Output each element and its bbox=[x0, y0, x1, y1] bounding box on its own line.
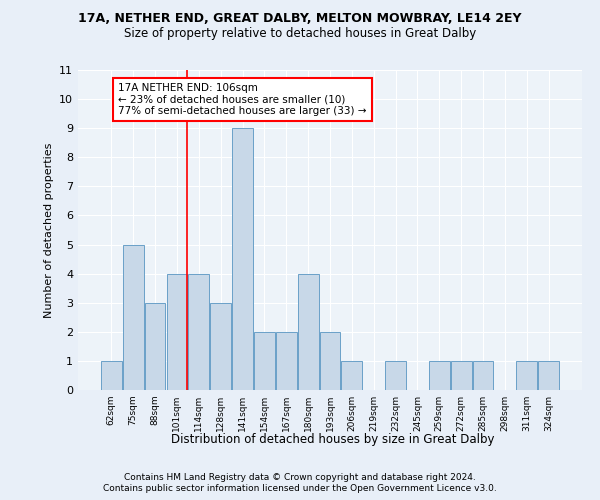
Bar bbox=[145, 302, 166, 390]
Bar bbox=[517, 361, 537, 390]
Text: Size of property relative to detached houses in Great Dalby: Size of property relative to detached ho… bbox=[124, 28, 476, 40]
Bar bbox=[320, 332, 340, 390]
Bar bbox=[451, 361, 472, 390]
Text: 17A, NETHER END, GREAT DALBY, MELTON MOWBRAY, LE14 2EY: 17A, NETHER END, GREAT DALBY, MELTON MOW… bbox=[78, 12, 522, 26]
Bar bbox=[538, 361, 559, 390]
Bar bbox=[473, 361, 493, 390]
Bar bbox=[254, 332, 275, 390]
Text: Contains public sector information licensed under the Open Government Licence v3: Contains public sector information licen… bbox=[103, 484, 497, 493]
Bar bbox=[298, 274, 319, 390]
Bar bbox=[101, 361, 122, 390]
Bar bbox=[210, 302, 231, 390]
Bar bbox=[167, 274, 187, 390]
Bar bbox=[276, 332, 296, 390]
Y-axis label: Number of detached properties: Number of detached properties bbox=[44, 142, 53, 318]
Bar bbox=[123, 244, 143, 390]
Text: Distribution of detached houses by size in Great Dalby: Distribution of detached houses by size … bbox=[171, 432, 495, 446]
Bar bbox=[429, 361, 450, 390]
Text: 17A NETHER END: 106sqm
← 23% of detached houses are smaller (10)
77% of semi-det: 17A NETHER END: 106sqm ← 23% of detached… bbox=[118, 83, 367, 116]
Bar bbox=[385, 361, 406, 390]
Bar bbox=[188, 274, 209, 390]
Text: Contains HM Land Registry data © Crown copyright and database right 2024.: Contains HM Land Registry data © Crown c… bbox=[124, 472, 476, 482]
Bar bbox=[232, 128, 253, 390]
Bar bbox=[341, 361, 362, 390]
